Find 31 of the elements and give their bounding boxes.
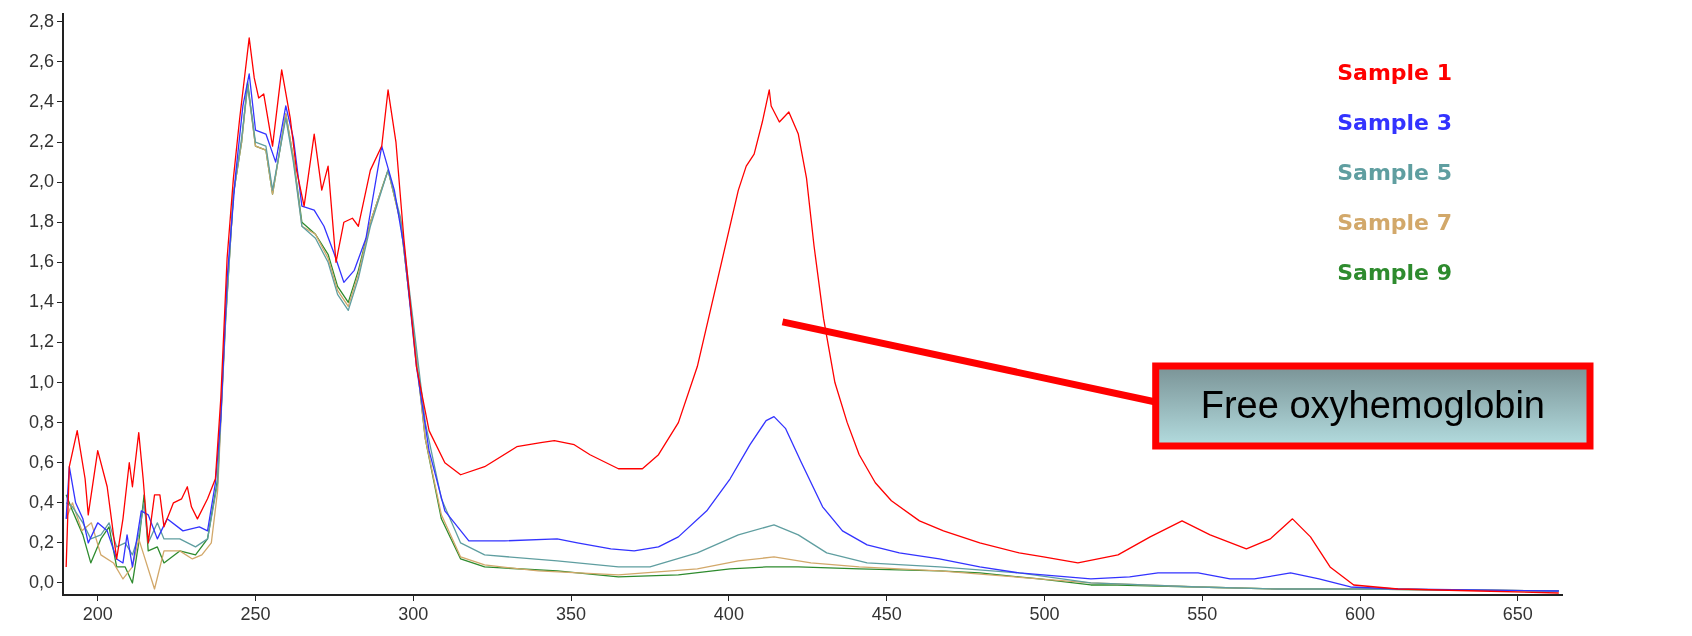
y-tick-label: 2,2: [28, 131, 54, 152]
y-tick-label: 0,0: [28, 571, 54, 592]
y-tick-label: 1,8: [28, 211, 54, 232]
x-tick-label: 500: [1029, 603, 1060, 624]
text: Sample 9: [1337, 259, 1453, 285]
y-tick-label: 0,6: [28, 451, 54, 472]
x-tick-label: 650: [1502, 603, 1533, 624]
y-tick-label: 1,4: [28, 291, 54, 312]
x-tick-label: 200: [82, 603, 113, 624]
x-tick-label: 550: [1187, 603, 1218, 624]
y-tick-label: 1,6: [28, 251, 54, 272]
x-tick-label: 400: [713, 603, 744, 624]
annotation: Free oxyhemoglobin: [1200, 384, 1546, 427]
y-tick-label: 2,8: [28, 10, 54, 31]
x-tick-label: 600: [1345, 603, 1376, 624]
text: Sample 7: [1337, 209, 1453, 235]
y-tick-label: 0,8: [28, 411, 54, 432]
x-tick-label: 350: [556, 603, 587, 624]
text: Sample 5: [1337, 159, 1453, 185]
y-tick-label: 2,0: [28, 171, 54, 192]
y-tick-label: 2,4: [28, 90, 54, 111]
x-tick-label: 250: [240, 603, 271, 624]
y-tick-label: 1,0: [28, 371, 54, 392]
text: Sample 3: [1337, 109, 1453, 135]
y-tick-label: 2,6: [28, 50, 54, 71]
text: Sample 1: [1337, 59, 1453, 85]
x-tick-label: 300: [398, 603, 429, 624]
y-tick-label: 1,2: [28, 331, 54, 352]
y-tick-label: 0,4: [28, 491, 54, 512]
y-tick-label: 0,2: [28, 531, 54, 552]
x-tick-label: 450: [871, 603, 902, 624]
